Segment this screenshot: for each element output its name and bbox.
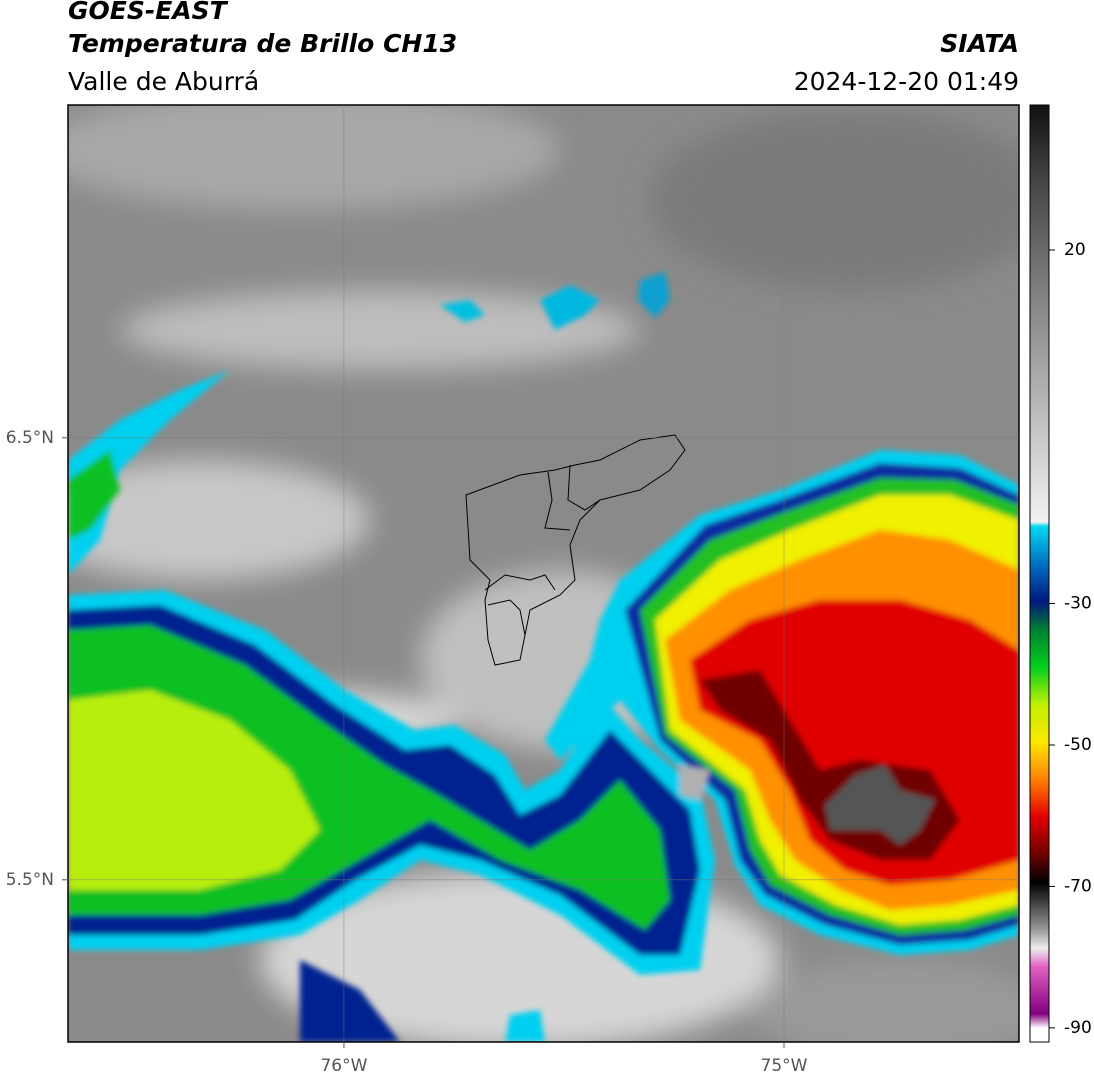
timestamp: 2024-12-20 01:49 xyxy=(794,67,1019,96)
map-frame xyxy=(67,104,1020,1043)
source: SIATA xyxy=(940,29,1019,58)
colorbar-tick-label: -90 xyxy=(1064,1018,1092,1038)
satellite-image xyxy=(68,105,1019,1042)
colorbar-tick-label: -30 xyxy=(1064,594,1092,614)
colorbar-tick-label: 20 xyxy=(1064,240,1086,260)
y-tick-label: 6.5°N xyxy=(6,428,54,448)
x-tick-label: 76°W xyxy=(320,1056,367,1076)
y-tick-label: 5.5°N xyxy=(6,870,54,890)
colorbar-tick-label: -50 xyxy=(1064,735,1092,755)
x-tick-label: 75°W xyxy=(761,1056,808,1076)
subtitle: Temperatura de Brillo CH13 xyxy=(68,29,457,58)
region: Valle de Aburrá xyxy=(68,67,259,96)
convection xyxy=(68,272,1019,1042)
colorbar xyxy=(1029,104,1050,1043)
title: GOES-EAST xyxy=(68,0,229,25)
aburra-outline xyxy=(465,434,686,666)
colorbar-tick-label: -70 xyxy=(1064,876,1092,896)
